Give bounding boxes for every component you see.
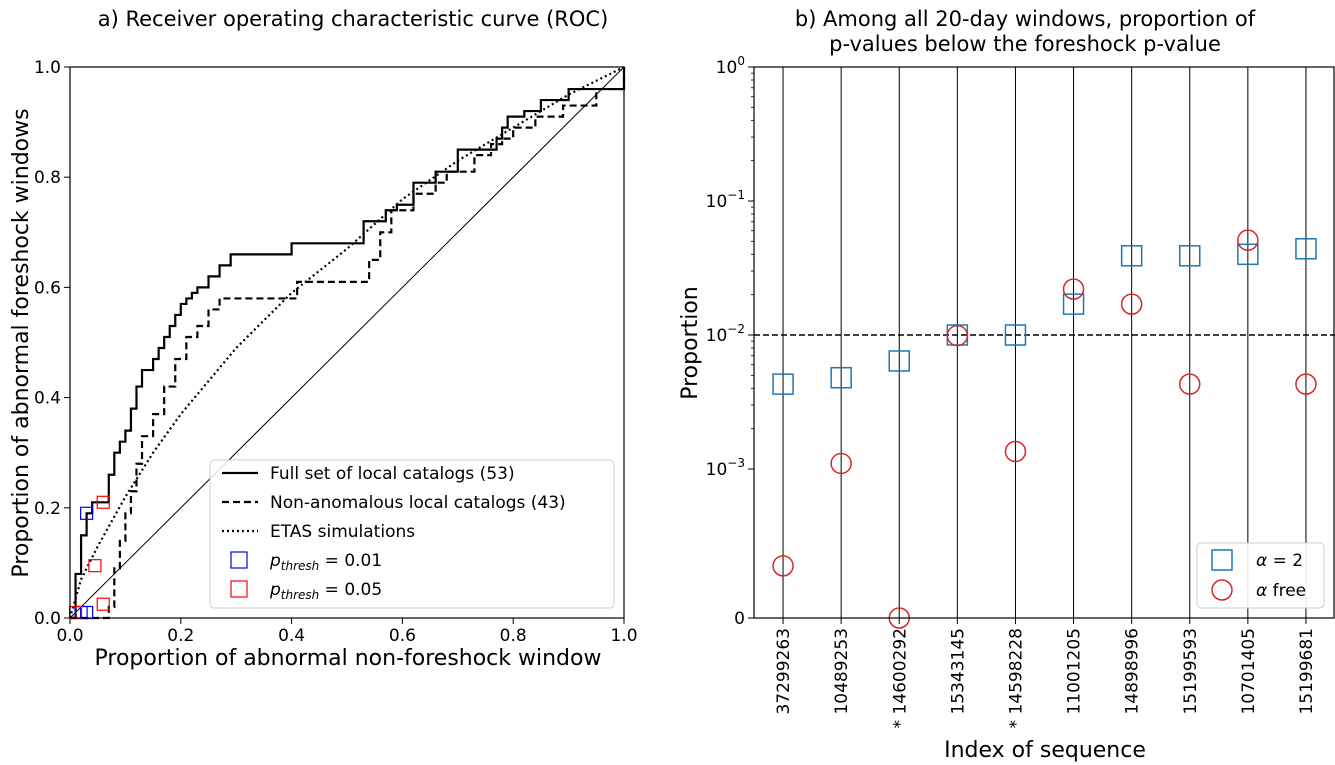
x-tick-label: 37299263 (774, 628, 794, 715)
x-tick-label: 1.0 (610, 626, 637, 646)
alpha-free-marker (1120, 293, 1143, 315)
roc-line-solid (70, 67, 626, 620)
alpha-free-marker (1179, 373, 1201, 395)
legend-label: Non-anomalous local catalogs (43) (270, 493, 566, 513)
x-tick-label: * 14600292 (890, 628, 910, 728)
x-tick-label: 0.0 (56, 626, 83, 646)
legend-box (209, 459, 615, 609)
threshold-marker (88, 559, 102, 573)
y-tick-label: 0 (734, 609, 745, 629)
roc-ylabel: Proportion of abnormal foreshock windows (9, 108, 34, 577)
x-tick-label: 0.4 (278, 626, 305, 646)
alpha-2-marker (888, 350, 910, 372)
proportion-title-line1: b) Among all 20-day windows, proportion … (795, 7, 1256, 31)
y-tick-label: 10−2 (706, 322, 745, 346)
alpha-2-marker (1295, 238, 1317, 260)
x-tick-label: 15199681 (1297, 628, 1317, 715)
alpha-free-marker (946, 324, 969, 347)
roc-line-dashed (70, 67, 626, 620)
threshold-marker (96, 597, 110, 611)
threshold-marker (80, 506, 94, 520)
legend-label: pthresh = 0.01 (269, 551, 382, 573)
roc-line-thin (69, 66, 625, 619)
x-tick-label: 0.2 (167, 626, 194, 646)
legend-label: pthresh = 0.05 (269, 580, 382, 602)
alpha-free-marker (1004, 440, 1027, 463)
alpha-2-marker (772, 373, 794, 395)
roc-panel: a) Receiver operating characteristic cur… (9, 7, 638, 671)
alpha-2-marker (1237, 243, 1259, 266)
legend-marker (230, 551, 248, 569)
alpha-free-marker (1295, 373, 1317, 395)
y-tick-label: 0.4 (34, 389, 61, 409)
axes-frame (69, 66, 625, 619)
legend-label: Full set of local catalogs (53) (270, 464, 515, 484)
y-tick-label: 100 (716, 54, 745, 78)
alpha-2-marker (1179, 245, 1201, 267)
x-tick-label: * 14598228 (1006, 628, 1026, 728)
alpha-2-marker (1004, 324, 1027, 346)
y-tick-label: 10−3 (706, 456, 745, 480)
alpha-free-marker (1237, 229, 1259, 251)
y-tick-label: 0.6 (34, 278, 61, 298)
alpha-free-marker (1062, 278, 1085, 300)
alpha-2-marker (830, 366, 852, 389)
legend-box (1196, 542, 1325, 609)
x-tick-label: 0.8 (500, 626, 527, 646)
axes-frame (753, 66, 1335, 619)
legend-label: ETAS simulations (270, 522, 415, 542)
x-tick-label: 15343145 (948, 628, 968, 715)
legend-marker (230, 580, 248, 598)
legend-marker-circle (1211, 579, 1233, 601)
legend-label: α = 2 (1256, 551, 1303, 571)
proportion-ylabel: Proportion (678, 286, 703, 400)
proportion-plot-area: 0 10−3 10−2 10−1 100 37299263 10489253 * 146002… (706, 54, 1335, 728)
x-tick-label: 14898996 (1123, 628, 1143, 715)
x-tick-label: 11001205 (1065, 628, 1085, 715)
y-tick-label: 0.2 (34, 499, 61, 519)
roc-plot-area: 0.0 0.2 0.4 0.6 0.8 1.0 0.0 0.2 0.4 0.6 0.8 1.0 (34, 58, 638, 646)
alpha-2-marker (1062, 293, 1085, 315)
proportion-panel: b) Among all 20-day windows, proportion … (678, 7, 1335, 763)
legend-label: α free (1256, 581, 1306, 601)
roc-title: a) Receiver operating characteristic cur… (98, 7, 609, 31)
alpha-free-marker (772, 555, 794, 577)
x-tick-label: 0.6 (389, 626, 416, 646)
x-tick-label: 10701405 (1239, 628, 1259, 715)
y-tick-label: 1.0 (34, 58, 61, 78)
roc-legend: Full set of local catalogs (53) Non-anoma… (209, 459, 615, 609)
alpha-free-marker (830, 452, 852, 475)
threshold-marker (96, 495, 110, 509)
legend-marker-square (1211, 549, 1233, 571)
x-tick-label: 10489253 (832, 628, 852, 715)
y-tick-label: 10−1 (706, 188, 745, 212)
roc-xlabel: Proportion of abnormal non-foreshock win… (95, 646, 602, 671)
proportion-xlabel: Index of sequence (944, 738, 1146, 763)
y-tick-label: 0.8 (34, 168, 61, 188)
roc-line-dotted (68, 66, 625, 619)
alpha-2-marker (1120, 245, 1143, 267)
proportion-title-line2: p-values below the foreshock p-value (829, 32, 1221, 56)
proportion-legend: α = 2 α free (1196, 542, 1325, 609)
y-tick-label: 0.0 (34, 609, 61, 629)
x-tick-label: 15199593 (1181, 628, 1201, 715)
